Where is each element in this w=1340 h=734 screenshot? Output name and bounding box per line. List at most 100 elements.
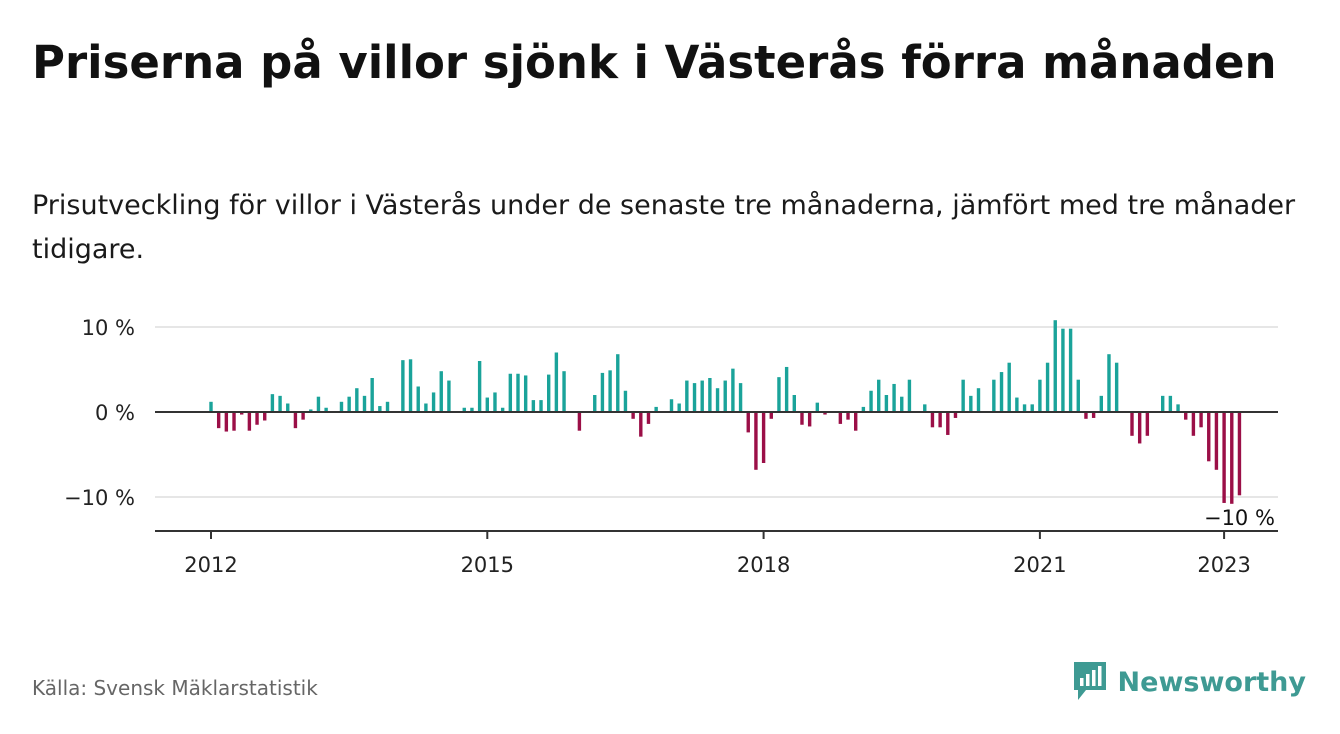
bar xyxy=(777,377,781,412)
bar xyxy=(554,352,559,412)
bar xyxy=(846,412,850,420)
bar xyxy=(900,396,904,412)
y-tick-label: −10 % xyxy=(64,486,135,510)
bar xyxy=(1207,412,1211,462)
bar xyxy=(708,378,712,412)
bar xyxy=(1099,395,1103,412)
bar xyxy=(1015,397,1019,412)
bar xyxy=(1068,328,1073,412)
bar xyxy=(547,374,551,412)
bar xyxy=(784,366,789,412)
bar xyxy=(723,380,727,412)
bar xyxy=(1176,404,1180,412)
bar xyxy=(1061,328,1065,412)
bar xyxy=(401,360,405,412)
bar xyxy=(493,392,497,412)
bar xyxy=(270,394,275,412)
bar xyxy=(539,400,543,412)
bar xyxy=(746,412,750,433)
bar xyxy=(861,406,866,412)
bar xyxy=(470,407,474,412)
bar xyxy=(416,386,420,412)
bar xyxy=(807,412,812,427)
bar xyxy=(953,412,958,418)
bar xyxy=(938,412,942,428)
bar xyxy=(247,412,252,431)
bar xyxy=(1022,404,1027,412)
bar xyxy=(1076,379,1080,412)
chart-title: Priserna på villor sjönk i Västerås förr… xyxy=(32,36,1277,89)
bar xyxy=(869,390,873,412)
bar xyxy=(600,372,605,412)
bar xyxy=(1107,354,1111,412)
bar xyxy=(823,412,827,415)
x-tick-label: 2023 xyxy=(1197,553,1250,577)
bar xyxy=(500,407,505,412)
bar xyxy=(309,409,313,412)
bar xyxy=(347,396,351,412)
bar xyxy=(669,399,674,412)
bar xyxy=(1114,362,1119,412)
chart-subtitle: Prisutveckling för villor i Västerås und… xyxy=(32,190,1296,265)
x-tick-label: 2018 xyxy=(737,553,790,577)
bar xyxy=(631,412,635,419)
bar xyxy=(1007,362,1011,412)
bar xyxy=(1130,412,1134,436)
annotation-label: −10 % xyxy=(1204,506,1275,530)
bar xyxy=(692,383,697,412)
bar xyxy=(1084,412,1088,419)
bar xyxy=(362,395,367,412)
x-tick-label: 2021 xyxy=(1013,553,1066,577)
bar xyxy=(385,401,390,412)
bar xyxy=(639,412,643,437)
bar xyxy=(1222,412,1226,503)
bar xyxy=(286,403,290,412)
bar xyxy=(278,395,282,412)
bar xyxy=(976,388,981,412)
bar xyxy=(999,372,1004,412)
bar xyxy=(1053,320,1057,412)
bar xyxy=(892,383,896,412)
bar xyxy=(462,407,466,412)
bar xyxy=(961,379,965,412)
brand-logo: Newsworthy xyxy=(1072,660,1306,704)
bar xyxy=(738,383,743,412)
bar xyxy=(316,396,321,412)
bar xyxy=(608,370,612,412)
bar xyxy=(654,406,658,412)
bar xyxy=(485,397,489,412)
bar xyxy=(1191,412,1196,436)
bar xyxy=(431,392,436,412)
bar xyxy=(838,412,843,424)
bar xyxy=(815,402,820,412)
bar-chart: 10 % 0 % −10 % 2012 2015 2018 2021 2023 −10 % xyxy=(64,316,1278,577)
newsworthy-logo-icon xyxy=(1073,662,1106,700)
bar xyxy=(378,406,382,412)
bar xyxy=(1161,395,1165,412)
bar xyxy=(1145,412,1150,436)
bar xyxy=(1214,412,1219,470)
bar xyxy=(685,380,689,412)
bar xyxy=(216,412,221,429)
bar xyxy=(1230,412,1234,504)
bar xyxy=(224,412,229,432)
bar xyxy=(907,379,912,412)
brand-name: Newsworthy xyxy=(1117,666,1306,698)
bar xyxy=(946,412,950,435)
bar xyxy=(884,395,889,412)
bar xyxy=(301,412,305,420)
bar xyxy=(477,361,482,412)
bar xyxy=(923,404,927,412)
bar xyxy=(1237,412,1242,496)
bar xyxy=(424,403,428,412)
bar xyxy=(800,412,804,425)
bar xyxy=(715,388,720,412)
bar xyxy=(1199,412,1203,428)
bar xyxy=(516,373,520,412)
bar xyxy=(370,378,374,412)
bar xyxy=(339,401,344,412)
source-note: Källa: Svensk Mäklarstatistik xyxy=(32,676,318,700)
bar xyxy=(1184,412,1188,420)
bar xyxy=(700,380,704,412)
bar xyxy=(731,368,735,412)
